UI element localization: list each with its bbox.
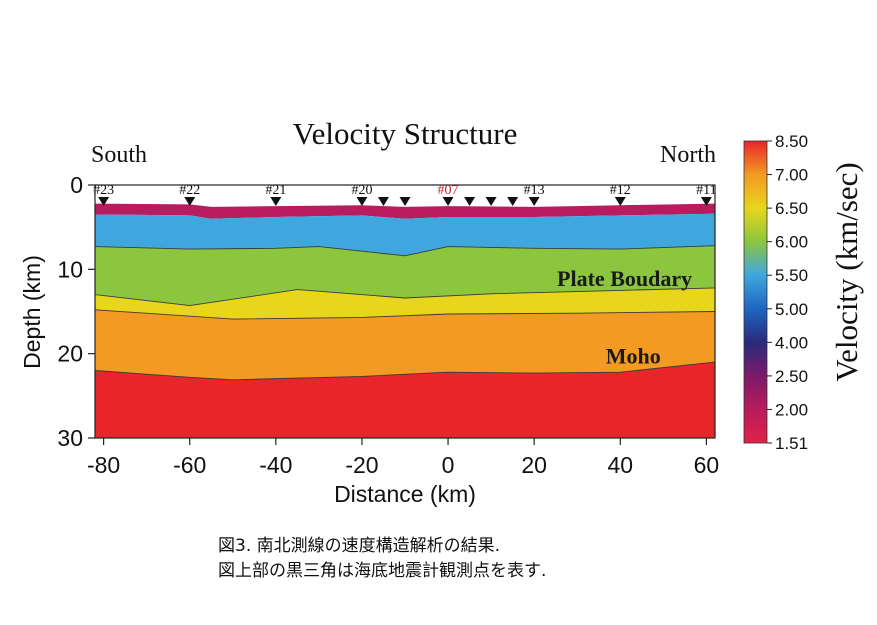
boundary-lower-crust (95, 309, 715, 320)
station-marker (184, 197, 196, 206)
annotation-label: Moho (606, 343, 661, 368)
annotations: Plate Boudary Moho (557, 266, 692, 369)
colorbar-tick-label: 6.00 (775, 233, 808, 252)
station-marker (270, 197, 282, 206)
colorbar-tick-label: 7.00 (775, 166, 808, 185)
x-tick-label: 0 (442, 452, 455, 478)
y-tick-label: 0 (70, 172, 83, 198)
direction-north: North (660, 142, 716, 168)
caption-line-2: 図上部の黒三角は海底地震計観測点を表す. (218, 561, 546, 581)
annotation-label: Plate Boudary (557, 266, 692, 291)
chart-title: Velocity Structure (293, 116, 518, 151)
station-marker (528, 197, 540, 206)
station-marker (700, 197, 712, 206)
colorbar-tick-label: 5.50 (775, 266, 808, 285)
colorbar-ticks: 8.50 7.00 6.50 6.00 5.50 5.00 4.00 2.50 2.00 1.51 (767, 132, 808, 453)
station-label: #22 (179, 183, 200, 198)
sediment-layer (95, 203, 715, 219)
y-tick-label: 30 (57, 425, 83, 451)
station-marker (356, 197, 368, 206)
x-axis-label: Distance (km) (334, 481, 476, 507)
x-tick-label: 40 (607, 452, 633, 478)
station-label: #20 (351, 183, 372, 198)
layer-boundaries (95, 245, 715, 381)
colorbar-tick-label: 2.00 (775, 400, 808, 419)
colorbar-tick-label: 4.00 (775, 333, 808, 352)
station-label: #12 (610, 183, 631, 198)
plot-frame (94, 184, 716, 439)
direction-south: South (91, 142, 147, 168)
station-marker (399, 197, 411, 206)
caption-line-1: 図3. 南北測線の速度構造解析の結果. (218, 536, 500, 556)
x-tick-label: -60 (173, 452, 206, 478)
colorbar-label: Velocity (km/sec) (829, 162, 864, 382)
y-tick-label: 20 (57, 341, 83, 367)
x-tick-label: 20 (521, 452, 547, 478)
mantle-zone (95, 362, 715, 438)
boundary-upper-crust-base (95, 245, 715, 257)
station-label: #23 (93, 183, 114, 198)
colorbar-tick-label: 5.00 (775, 300, 808, 319)
y-tick-label: 10 (57, 256, 83, 282)
station-marker (98, 197, 110, 206)
water-column (95, 185, 715, 207)
velocity-field (95, 185, 715, 438)
station-marker (614, 197, 626, 206)
station-markers: #23 #22 #21 #20 #07 #13 #12 #11 (93, 183, 717, 206)
station-label: #07 (438, 183, 459, 198)
colorbar-tick-label: 6.50 (775, 199, 808, 218)
station-marker (464, 197, 476, 206)
plate-boundary-zone (95, 287, 715, 320)
station-marker (485, 197, 497, 206)
colorbar-tick-label: 1.51 (775, 434, 808, 453)
upper-crust-zone (95, 213, 715, 256)
y-axis-label: Depth (km) (19, 255, 45, 369)
middle-crust-zone (95, 245, 715, 306)
x-tick-label: 60 (694, 452, 720, 478)
station-label: #13 (524, 183, 545, 198)
boundary-plate-boundary (95, 287, 715, 307)
colorbar-tick-label: 2.50 (775, 367, 808, 386)
y-axis: 0 10 20 30 (57, 172, 95, 451)
station-marker (442, 197, 454, 206)
station-label: #21 (265, 183, 286, 198)
lower-crust-zone (95, 309, 715, 380)
x-tick-label: -40 (259, 452, 292, 478)
colorbar-tick-label: 8.50 (775, 132, 808, 151)
station-marker (507, 197, 519, 206)
x-axis: -80 -60 -40 -20 0 20 40 60 (87, 438, 719, 478)
colorbar (743, 140, 768, 444)
x-tick-label: -80 (87, 452, 120, 478)
boundary-moho (95, 361, 715, 381)
station-marker (377, 197, 389, 206)
station-label: #11 (696, 183, 716, 198)
x-tick-label: -20 (345, 452, 378, 478)
